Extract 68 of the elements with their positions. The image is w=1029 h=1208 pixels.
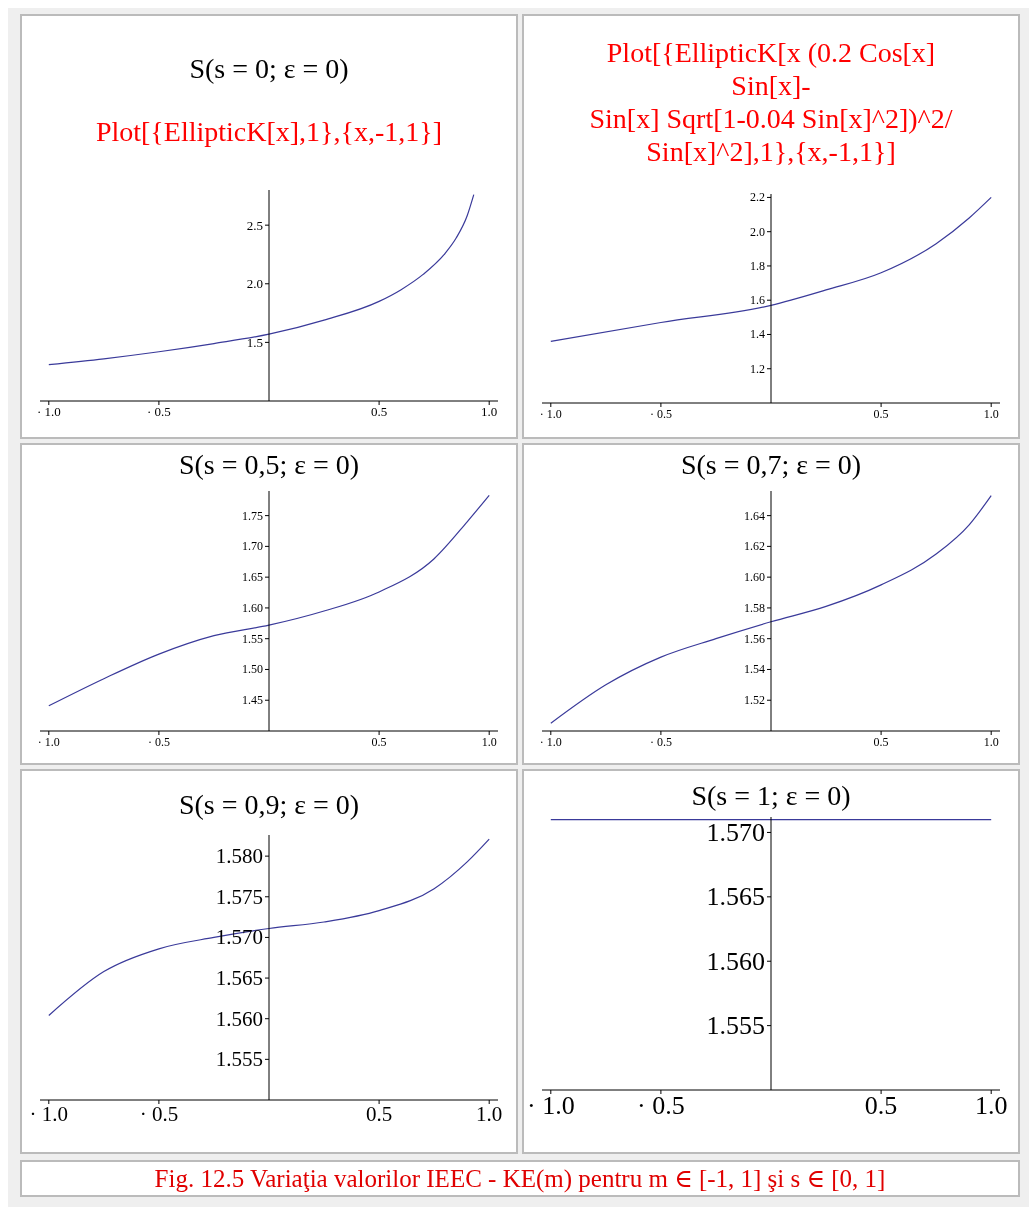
x-tick-label: · 0.5 — [146, 404, 171, 420]
y-tick-label: 1.60 — [242, 600, 263, 615]
y-tick-label: 1.565 — [215, 966, 263, 991]
x-tick-label: · 1.0 — [29, 1101, 69, 1126]
y-tick-label: 1.62 — [744, 539, 765, 554]
x-tick-label: 1.0 — [983, 406, 999, 421]
y-tick-label: 1.555 — [215, 1047, 263, 1072]
y-tick-label: 1.560 — [215, 1006, 263, 1031]
y-tick-label: 1.560 — [706, 946, 765, 976]
y-tick-label: 1.75 — [242, 508, 263, 523]
x-tick-label: 1.0 — [476, 1101, 503, 1126]
y-tick-label: 1.52 — [744, 693, 765, 708]
chart-subtitle: Plot[{EllipticK[x],1},{x,-1,1}] — [95, 114, 443, 148]
y-tick-label: 1.570 — [215, 925, 263, 950]
x-tick-label: 0.5 — [873, 734, 889, 749]
y-tick-label: 1.580 — [215, 844, 263, 869]
y-tick-label: 1.64 — [744, 508, 765, 523]
y-tick-label: 1.6 — [750, 293, 765, 308]
x-tick-label: · 1.0 — [539, 734, 562, 749]
x-tick-label: · 0.5 — [139, 1101, 179, 1126]
y-tick-label: 2.5 — [246, 217, 263, 233]
chart-title: S(s = 0,5; ε = 0) — [178, 449, 360, 481]
y-tick-label: 1.58 — [744, 600, 765, 615]
line-series — [48, 194, 475, 366]
y-tick-label: 1.50 — [242, 662, 263, 677]
y-tick-label: 1.8 — [750, 258, 765, 273]
y-tick-label: 1.5 — [246, 334, 263, 350]
x-tick-label: 1.0 — [481, 734, 497, 749]
y-tick-label: 1.555 — [706, 1011, 765, 1041]
y-tick-label: 1.56 — [744, 631, 765, 646]
x-tick-label: 0.5 — [371, 734, 387, 749]
y-tick-label: 2.2 — [750, 190, 765, 205]
y-tick-label: 1.70 — [242, 539, 263, 554]
chart-title: S(s = 0,7; ε = 0) — [680, 449, 862, 481]
x-tick-label: · 1.0 — [539, 406, 562, 421]
y-tick-label: 1.565 — [706, 882, 765, 912]
x-tick-label: · 0.5 — [649, 734, 672, 749]
y-tick-label: 1.575 — [215, 884, 263, 909]
line-series — [48, 494, 490, 707]
chart-title: S(s = 0; ε = 0) — [189, 52, 349, 85]
x-tick-label: 1.0 — [983, 734, 999, 749]
x-tick-label: · 0.5 — [147, 734, 170, 749]
chart-subtitle: Plot[{EllipticK[x (0.2 Cos[x] Sin[x]- Sin[x] Sqrt[1-0.04 Sin[x]^2])^2/ Sin[x]^2],1},{x,-1,1}] — [589, 36, 953, 168]
x-tick-label: 1.0 — [481, 404, 498, 420]
x-tick-label: 1.0 — [974, 1091, 1008, 1121]
x-tick-label: · 1.0 — [37, 734, 60, 749]
y-tick-label: 1.54 — [744, 662, 765, 677]
caption: Fig. 12.5 Variaţia valorilor IEEC - KE(m) pentru m ∈ [-1, 1] şi s ∈ [0, 1] — [20, 1160, 1020, 1197]
y-tick-label: 1.2 — [750, 361, 765, 376]
y-tick-label: 2.0 — [750, 224, 765, 239]
y-tick-label: 1.55 — [242, 631, 263, 646]
y-tick-label: 1.4 — [750, 327, 765, 342]
y-tick-label: 1.60 — [744, 570, 765, 585]
x-tick-label: 0.5 — [873, 406, 889, 421]
y-tick-label: 1.65 — [242, 570, 263, 585]
x-tick-label: 0.5 — [864, 1091, 898, 1121]
x-tick-label: · 1.0 — [36, 404, 61, 420]
x-tick-label: 0.5 — [370, 404, 388, 420]
x-tick-label: · 0.5 — [649, 406, 672, 421]
chart-title: S(s = 0,9; ε = 0) — [178, 789, 360, 821]
x-tick-label: 0.5 — [365, 1101, 393, 1126]
line-series — [550, 495, 992, 724]
chart-title: S(s = 1; ε = 0) — [691, 780, 851, 812]
y-tick-label: 2.0 — [246, 276, 263, 292]
x-tick-label: · 0.5 — [637, 1091, 685, 1121]
x-tick-label: · 1.0 — [526, 1091, 575, 1121]
y-tick-label: 1.570 — [706, 817, 765, 847]
y-tick-label: 1.45 — [242, 693, 263, 708]
